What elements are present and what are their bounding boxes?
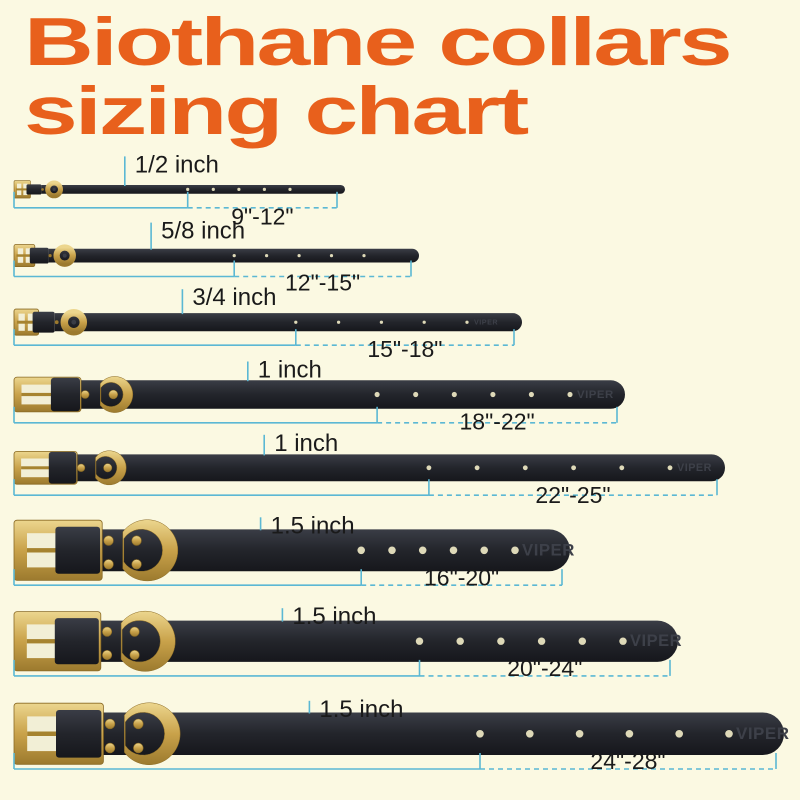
svg-text:1 inch: 1 inch	[258, 357, 322, 384]
svg-text:VIPER: VIPER	[736, 724, 790, 743]
svg-text:18"-22": 18"-22"	[460, 409, 535, 435]
svg-text:VIPER: VIPER	[677, 462, 712, 474]
svg-text:VIPER: VIPER	[577, 389, 614, 401]
svg-text:1.5 inch: 1.5 inch	[319, 696, 403, 723]
svg-text:5/8 inch: 5/8 inch	[161, 218, 245, 245]
svg-text:24"-28": 24"-28"	[590, 748, 665, 774]
svg-text:1.5 inch: 1.5 inch	[271, 512, 355, 539]
svg-text:12"-15": 12"-15"	[285, 270, 360, 296]
svg-text:VIPER: VIPER	[522, 540, 575, 559]
svg-text:15"-18": 15"-18"	[367, 336, 442, 362]
svg-text:VIPER: VIPER	[474, 317, 498, 326]
svg-text:16"-20": 16"-20"	[424, 564, 499, 590]
svg-text:1/2 inch: 1/2 inch	[135, 151, 219, 178]
svg-text:22"-25": 22"-25"	[535, 482, 610, 508]
svg-text:3/4 inch: 3/4 inch	[192, 284, 276, 311]
svg-text:VIPER: VIPER	[630, 632, 682, 650]
svg-text:1.5 inch: 1.5 inch	[292, 603, 376, 630]
svg-text:1 inch: 1 inch	[274, 430, 338, 457]
svg-text:20"-24": 20"-24"	[507, 655, 582, 681]
